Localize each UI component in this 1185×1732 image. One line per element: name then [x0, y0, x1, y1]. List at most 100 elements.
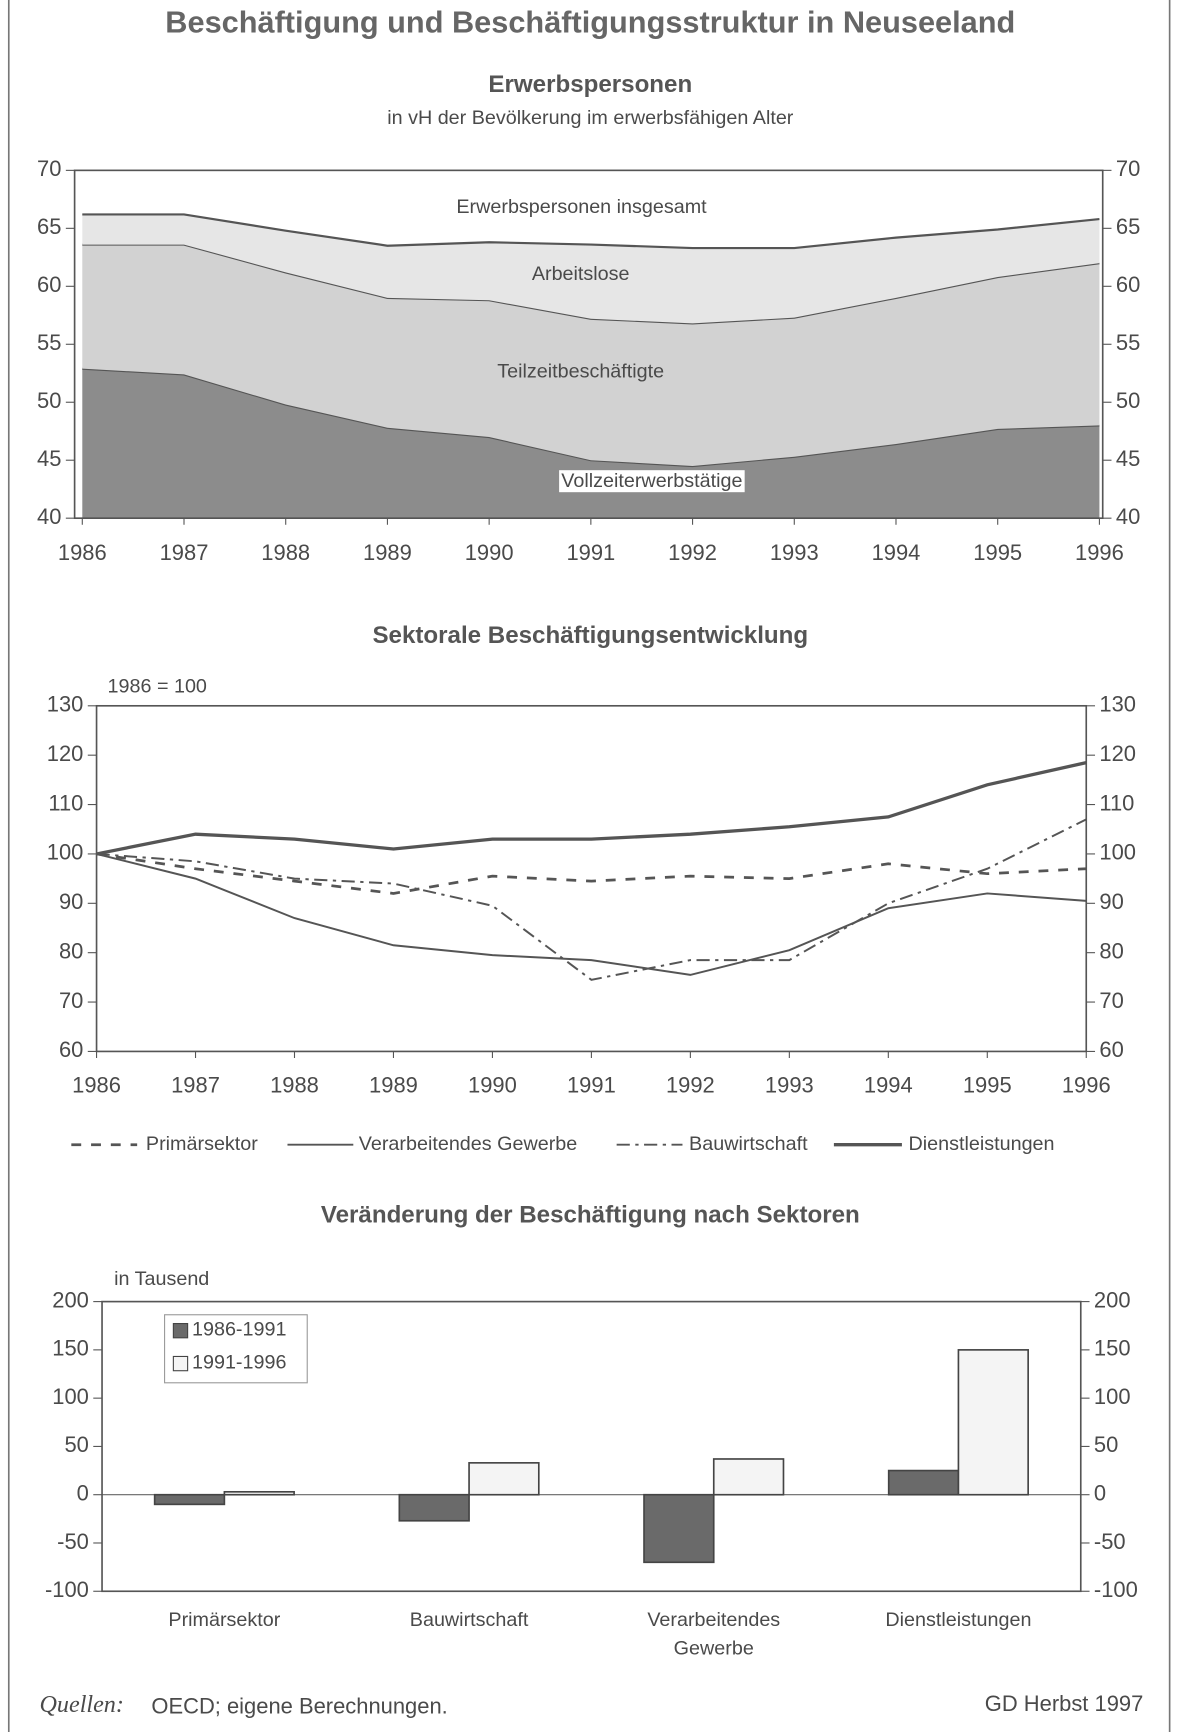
y-tick-label: 130: [47, 692, 84, 717]
y2-tick-label: 50: [1116, 388, 1140, 413]
y-tick-label: 60: [37, 272, 61, 297]
y-tick-label: 70: [59, 988, 83, 1013]
page-frame: [7, 0, 1171, 1732]
y-tick-label: 80: [59, 938, 83, 963]
y2-tick-label: 40: [1116, 504, 1140, 529]
plot-frame: [95, 704, 1088, 1053]
series-label: Vollzeiterwerbstätige: [561, 470, 742, 492]
bar: [643, 1493, 715, 1564]
page-title: Beschäftigung und Beschäftigungsstruktur…: [165, 5, 1015, 40]
y2-tick-label: -100: [1094, 1577, 1138, 1602]
chart-title: Sektorale Beschäftigungsentwicklung: [372, 622, 808, 649]
bar: [957, 1349, 1029, 1496]
y2-tick-label: 0: [1094, 1481, 1106, 1506]
y-tick-label: 90: [59, 889, 83, 914]
y-tick-label: 120: [47, 741, 84, 766]
y-tick-label: 0: [77, 1481, 89, 1506]
x-tick-label: Bauwirtschaft: [410, 1609, 529, 1631]
y-tick-label: 55: [37, 330, 61, 355]
label-box: [559, 470, 745, 493]
annotation: Erwerbspersonen insgesamt: [456, 196, 707, 218]
x-tick-label: 1996: [1075, 540, 1124, 565]
y-tick-label: 150: [52, 1336, 89, 1361]
legend-box: [164, 1314, 308, 1384]
y-tick-label: -100: [45, 1577, 89, 1602]
y2-tick-label: 70: [1116, 156, 1140, 181]
y2-tick-label: 65: [1116, 214, 1140, 239]
line: [96, 818, 1087, 981]
y-tick-label: 65: [37, 214, 61, 239]
credit: GD Herbst 1997: [985, 1691, 1144, 1716]
x-tick-label: 1989: [369, 1072, 418, 1097]
plot: [96, 760, 1087, 981]
legend-label: 1991-1996: [192, 1351, 286, 1373]
x-tick-label: 1993: [765, 1072, 814, 1097]
y2-tick-label: 100: [1094, 1384, 1131, 1409]
y2-tick-label: 60: [1116, 272, 1140, 297]
bar: [712, 1458, 785, 1496]
x-tick-label: Primärsektor: [168, 1609, 280, 1631]
y-tick-label: 50: [64, 1432, 88, 1457]
y2-tick-label: 120: [1099, 741, 1136, 766]
y2-tick-label: 110: [1099, 790, 1134, 815]
line: [96, 760, 1087, 856]
bar: [153, 1493, 226, 1506]
x-tick-label: 1996: [1062, 1072, 1111, 1097]
source: OECD; eigene Berechnungen.: [151, 1693, 447, 1718]
bar: [398, 1493, 470, 1522]
legend-label: Bauwirtschaft: [689, 1133, 808, 1155]
x-tick-label: 1990: [465, 540, 514, 565]
legend-label: Dienstleistungen: [909, 1133, 1055, 1155]
bar: [223, 1490, 295, 1496]
x-tick-label: 1994: [872, 540, 921, 565]
x-tick-label: 1987: [160, 540, 209, 565]
y2-tick-label: 50: [1094, 1432, 1118, 1457]
y2-tick-label: -50: [1094, 1529, 1126, 1554]
area: [82, 244, 1100, 467]
series-label: Teilzeitbeschäftigte: [497, 360, 664, 382]
area-edge: [82, 213, 1100, 250]
x-tick-label: 1991: [566, 540, 615, 565]
y2-tick-label: 60: [1099, 1037, 1123, 1062]
x-tick-label: 1990: [468, 1072, 517, 1097]
chart-title: Veränderung der Beschäftigung nach Sekto…: [321, 1201, 860, 1228]
chart-title: Erwerbspersonen: [488, 71, 692, 98]
x-tick-label: 1992: [668, 540, 717, 565]
area: [82, 214, 1100, 324]
y-tick-label: 100: [47, 840, 84, 865]
y2-tick-label: 200: [1094, 1287, 1131, 1312]
x-tick-label: 1989: [363, 540, 412, 565]
y-tick-label: 50: [37, 388, 61, 413]
annotation: 1986 = 100: [108, 675, 207, 697]
area: [82, 368, 1100, 519]
plot: [82, 213, 1100, 519]
y2-tick-label: 45: [1116, 446, 1140, 471]
bar: [887, 1469, 960, 1496]
series-label: Arbeitslose: [532, 263, 630, 285]
x-tick-label: Verarbeitendes Gewerbe: [647, 1609, 780, 1660]
legend-swatch: [172, 1322, 189, 1339]
y-tick-label: 45: [37, 446, 61, 471]
x-tick-label: 1986: [58, 540, 107, 565]
y-tick-label: 100: [52, 1384, 89, 1409]
source-label: Quellen:: [40, 1691, 124, 1718]
x-tick-label: 1993: [770, 540, 819, 565]
line: [96, 852, 1087, 976]
x-tick-label: 1992: [666, 1072, 715, 1097]
y-tick-label: 60: [59, 1037, 83, 1062]
y2-tick-label: 90: [1099, 889, 1123, 914]
y2-tick-label: 70: [1099, 988, 1123, 1013]
x-tick-label: 1987: [171, 1072, 220, 1097]
legend-swatch: [172, 1355, 189, 1372]
x-tick-label: 1995: [963, 1072, 1012, 1097]
y-tick-label: 200: [52, 1287, 89, 1312]
x-tick-label: 1995: [973, 540, 1022, 565]
chart-subtitle: in vH der Bevölkerung im erwerbsfähigen …: [387, 107, 794, 129]
y2-tick-label: 150: [1094, 1336, 1131, 1361]
x-tick-label: 1988: [261, 540, 310, 565]
legend-label: Primärsektor: [146, 1133, 258, 1155]
x-tick-label: Dienstleistungen: [885, 1609, 1031, 1631]
y2-tick-label: 130: [1099, 692, 1136, 717]
x-tick-label: 1986: [72, 1072, 121, 1097]
bar: [468, 1462, 540, 1496]
